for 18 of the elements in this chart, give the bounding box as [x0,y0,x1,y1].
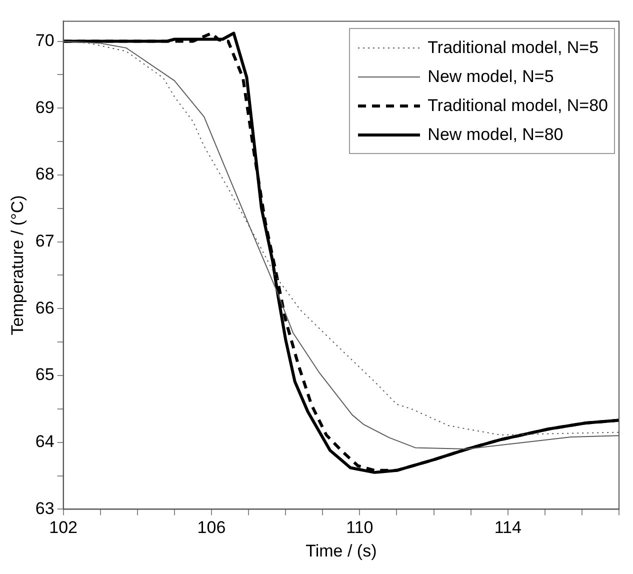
y-tick-label: 64 [35,432,54,452]
x-tick-label: 114 [494,518,522,538]
y-tick-label: 65 [35,365,54,384]
legend-label: New model, N=80 [428,124,564,144]
y-axis-title: Temperature / (°C) [8,195,27,336]
x-tick-label: 102 [49,518,78,538]
y-tick-label: 68 [35,164,54,184]
x-tick-label: 106 [197,518,226,538]
y-tick-label: 67 [35,231,54,250]
legend-label: Traditional model, N=5 [428,38,599,58]
x-axis-title: Time / (s) [306,541,377,560]
y-tick-label: 63 [35,498,54,518]
x-tick-label: 110 [346,518,374,538]
legend-label: Traditional model, N=80 [428,96,608,116]
y-tick-label: 66 [35,298,54,318]
y-tick-label: 69 [35,98,54,117]
y-tick-label: 70 [35,30,54,50]
legend-label: New model, N=5 [428,66,554,86]
